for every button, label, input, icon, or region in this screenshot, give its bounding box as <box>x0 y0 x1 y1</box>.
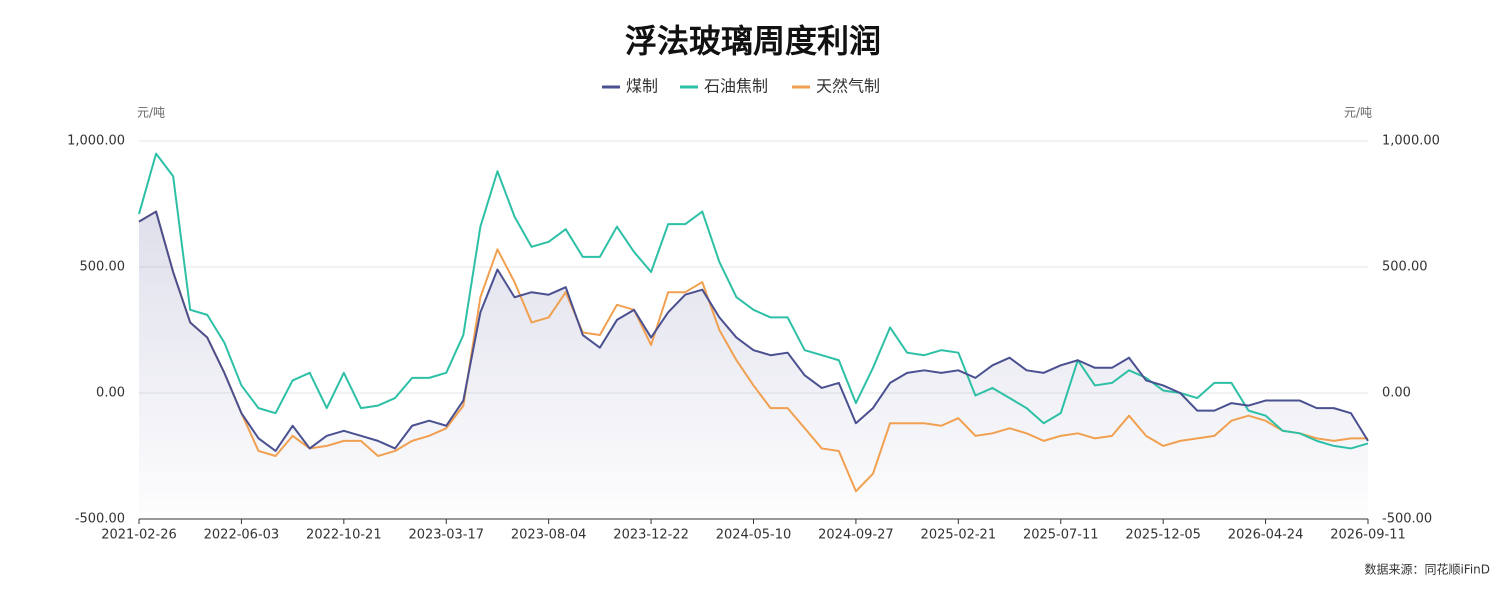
y-axis-label: 元/吨 <box>137 106 165 120</box>
x-tick-label: 2022-06-03 <box>204 528 280 543</box>
area-fill <box>139 211 1368 519</box>
legend-label: 天然气制 <box>816 77 880 96</box>
x-tick-label: 2026-04-24 <box>1228 528 1304 543</box>
y-tick-label: -500.00 <box>75 512 125 527</box>
chart-title: 浮法玻璃周度利润 <box>625 22 881 60</box>
series-line <box>138 152 1369 450</box>
legend-label: 石油焦制 <box>704 77 768 96</box>
x-tick-label: 2025-12-05 <box>1125 528 1201 543</box>
series-line <box>138 210 1368 493</box>
y2-tick-label: -500.00 <box>1382 512 1432 527</box>
legend-label: 煤制 <box>626 77 658 96</box>
source-note: 数据来源：同花顺iFinD <box>1364 562 1490 577</box>
x-tick-label: 2025-02-21 <box>921 528 997 543</box>
x-tick-label: 2024-05-10 <box>716 528 792 543</box>
y-tick-label: 500.00 <box>80 260 126 275</box>
x-tick-label: 2023-08-04 <box>511 528 587 543</box>
y2-tick-label: 500.00 <box>1382 260 1428 275</box>
y-tick-label: 0.00 <box>96 386 125 401</box>
x-tick-label: 2023-12-22 <box>613 528 689 543</box>
x-tick-label: 2022-10-21 <box>306 528 382 543</box>
x-tick-label: 2025-07-11 <box>1023 528 1099 543</box>
series-line <box>138 210 1369 452</box>
x-tick-label: 2021-02-26 <box>101 528 177 543</box>
x-tick-label: 2023-03-17 <box>408 528 484 543</box>
x-tick-label: 2024-09-27 <box>818 528 894 543</box>
y2-tick-label: 0.00 <box>1382 386 1411 401</box>
x-tick-label: 2026-09-11 <box>1330 528 1406 543</box>
y-tick-label: 1,000.00 <box>67 134 125 149</box>
y2-axis-label: 元/吨 <box>1344 106 1372 120</box>
y2-tick-label: 1,000.00 <box>1382 134 1440 149</box>
